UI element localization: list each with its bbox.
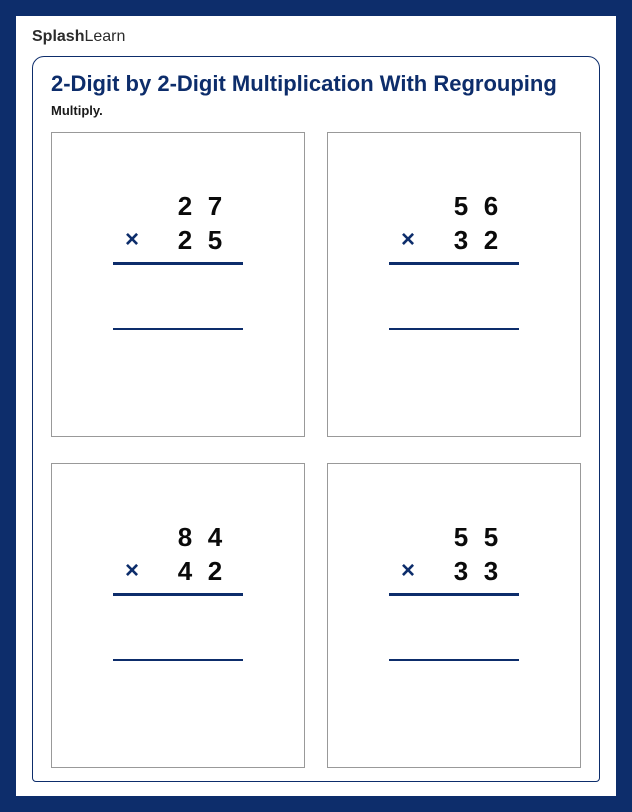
multiplier-row: × 4 2 [113,554,243,588]
multiplier-row: × 2 5 [113,223,243,257]
digit: 2 [177,225,193,256]
answer-line [389,328,519,331]
digit: 5 [207,225,223,256]
multiplicand-row: 5 5 [389,520,519,554]
problem: 2 7 × 2 5 [113,189,243,330]
multiplicand-row: 8 4 [113,520,243,554]
problem: 5 6 × 3 2 [389,189,519,330]
multiplicand-row: 2 7 [113,189,243,223]
answer-space [389,265,519,323]
answer-space [113,596,243,654]
problem-box: 2 7 × 2 5 [51,132,305,437]
problem-box: 5 6 × 3 2 [327,132,581,437]
digit: 6 [483,191,499,222]
digit: 3 [483,556,499,587]
digit: 2 [207,556,223,587]
problem: 8 4 × 4 2 [113,520,243,661]
multiplicand-row: 5 6 [389,189,519,223]
digit: 3 [453,556,469,587]
logo-part2: Learn [84,28,125,45]
digit: 8 [177,522,193,553]
answer-line [113,328,243,331]
problem-box: 8 4 × 4 2 [51,463,305,768]
answer-space [389,596,519,654]
multiplier-row: × 3 3 [389,554,519,588]
worksheet-instruction: Multiply. [51,103,581,118]
logo-part1: Splash [32,28,84,45]
worksheet-page: SplashLearn 2-Digit by 2-Digit Multiplic… [16,16,616,796]
digit: 7 [207,191,223,222]
multiply-icon: × [125,226,139,254]
digit: 5 [483,522,499,553]
multiply-icon: × [401,557,415,585]
worksheet-container: 2-Digit by 2-Digit Multiplication With R… [32,56,600,782]
problem: 5 5 × 3 3 [389,520,519,661]
multiply-icon: × [401,226,415,254]
answer-line [389,659,519,662]
brand-logo: SplashLearn [32,28,600,46]
digit: 4 [207,522,223,553]
digit: 3 [453,225,469,256]
multiply-icon: × [125,557,139,585]
worksheet-title: 2-Digit by 2-Digit Multiplication With R… [51,71,581,97]
answer-line [113,659,243,662]
digit: 2 [483,225,499,256]
answer-space [113,265,243,323]
digit: 4 [177,556,193,587]
problems-grid: 2 7 × 2 5 5 6 [51,132,581,768]
problem-box: 5 5 × 3 3 [327,463,581,768]
multiplier-row: × 3 2 [389,223,519,257]
digit: 5 [453,522,469,553]
digit: 5 [453,191,469,222]
digit: 2 [177,191,193,222]
